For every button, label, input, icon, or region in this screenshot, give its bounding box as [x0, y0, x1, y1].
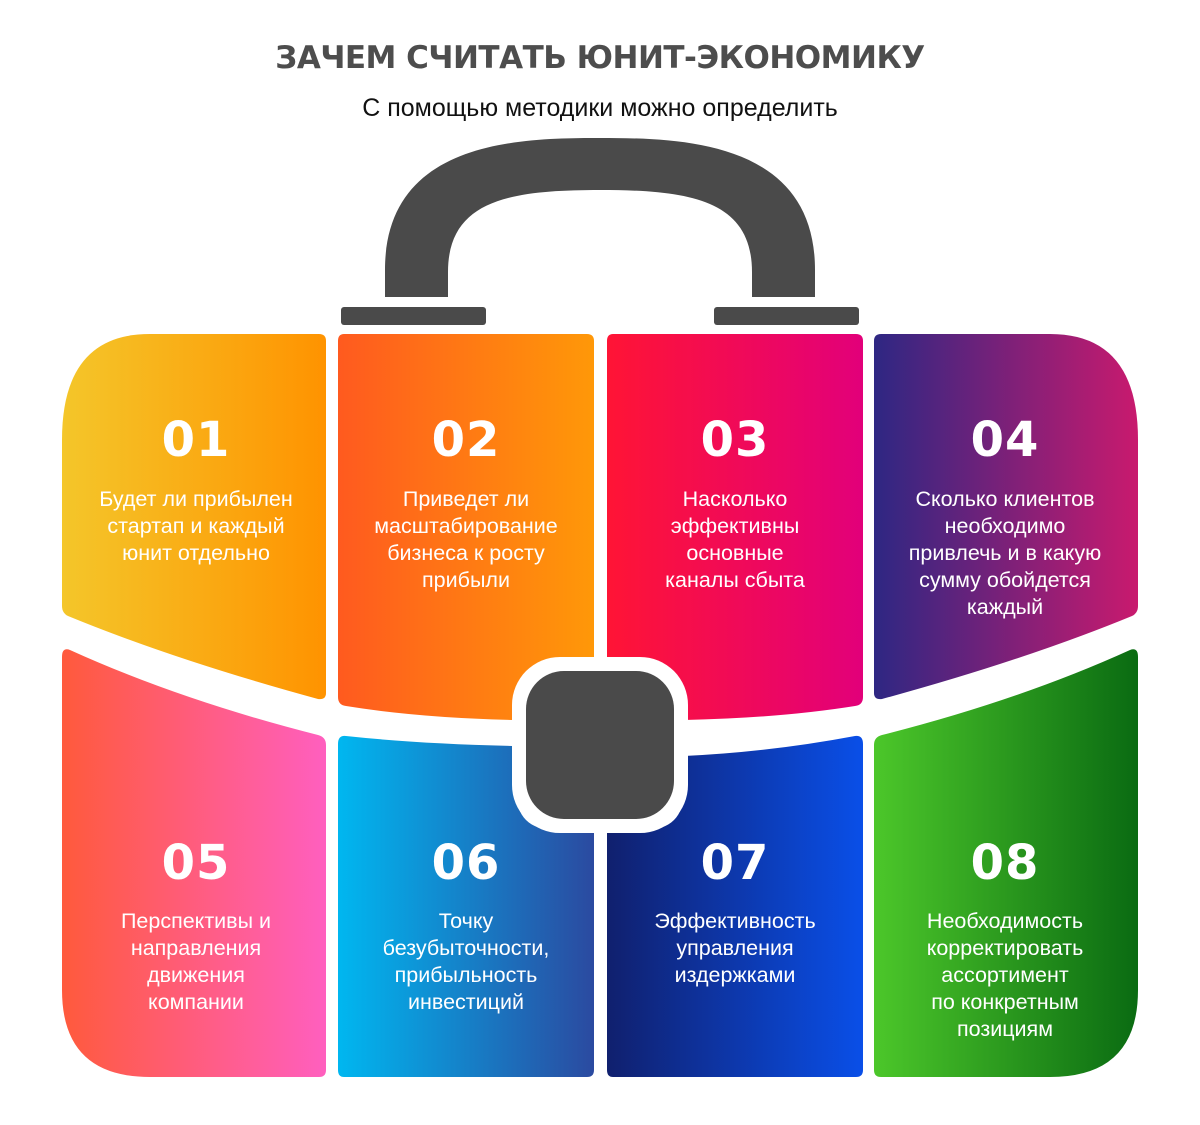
item-04-text: Сколько клиентов необходимо привлечь и в… — [908, 487, 1102, 619]
item-08-number: 08 — [970, 835, 1040, 891]
item-06-number: 06 — [431, 835, 501, 891]
panel-04 — [874, 334, 1138, 700]
item-01-text: Будет ли прибылен стартап и каждый юнит … — [99, 487, 293, 565]
lock-center — [526, 671, 674, 819]
item-04-number: 04 — [970, 412, 1040, 468]
panel-06 — [338, 735, 594, 1077]
panel-03 — [607, 334, 863, 720]
item-03-text: Насколько эффективны основные каналы сбы… — [665, 487, 805, 592]
panel-08 — [874, 649, 1138, 1077]
panel-07 — [607, 735, 863, 1077]
item-06-text: Точку безубыточности, прибыльность инвес… — [382, 909, 550, 1014]
item-02-number: 02 — [431, 412, 501, 468]
page-subtitle: С помощью методики можно определить — [362, 94, 838, 122]
item-02-text: Приведет ли масштабирование бизнеса к ро… — [374, 487, 558, 592]
item-05-text: Перспективы и направления движения компа… — [120, 909, 272, 1014]
briefcase-handle — [385, 138, 815, 297]
item-08-text: Необходимость корректировать ассортимент… — [926, 909, 1084, 1041]
handle-base-left — [341, 307, 486, 325]
panel-02 — [338, 334, 594, 720]
panel-05 — [62, 649, 326, 1077]
page-title: ЗАЧЕМ СЧИТАТЬ ЮНИТ-ЭКОНОМИКУ — [275, 40, 925, 76]
item-07-number: 07 — [700, 835, 770, 891]
item-01-number: 01 — [161, 412, 231, 468]
item-05-number: 05 — [161, 835, 231, 891]
item-07-text: Эффективность управления издержками — [654, 909, 816, 987]
item-03-number: 03 — [700, 412, 770, 468]
panel-01 — [62, 334, 326, 700]
handle-base-right — [714, 307, 859, 325]
